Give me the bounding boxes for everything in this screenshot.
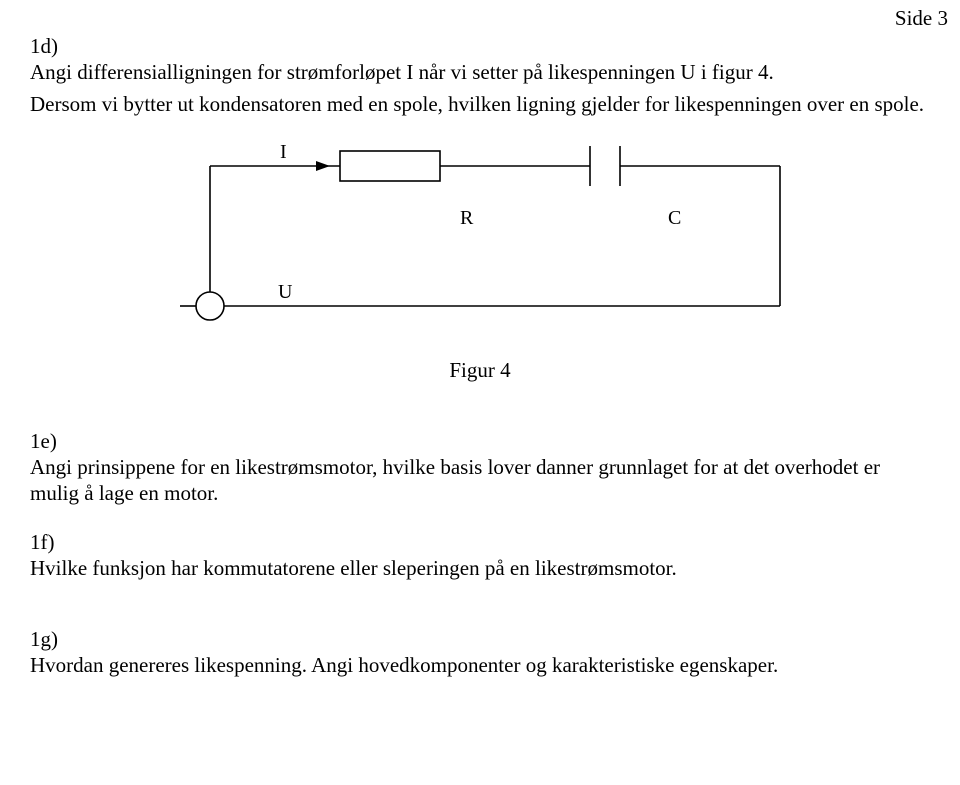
q1d-text-2: Dersom vi bytter ut kondensatoren med en… [30,91,930,117]
svg-text:U: U [278,281,293,303]
q1g-text: Hvordan genereres likespenning. Angi hov… [30,652,930,678]
q1f-text: Hvilke funksjon har kommutatorene eller … [30,555,930,581]
circuit-diagram: I U R C [160,136,800,336]
page: Side 3 1d) Angi differensialligningen fo… [0,0,960,785]
q1e-block: 1e) Angi prinsippene for en likestrømsmo… [30,429,950,507]
q1e-text: Angi prinsippene for en likestrømsmotor,… [30,454,930,507]
svg-text:C: C [668,207,681,229]
svg-text:R: R [460,207,474,229]
q1f-block: 1f) Hvilke funksjon har kommutatorene el… [30,530,950,581]
q1f-label: 1f) [30,530,950,555]
q1g-block: 1g) Hvordan genereres likespenning. Angi… [30,627,950,678]
q1d-text-1: Angi differensialligningen for strømforl… [30,59,930,85]
figure-4-caption: Figur 4 [30,358,930,383]
q1d-label: 1d) [30,34,950,59]
q1e-label: 1e) [30,429,950,454]
figure-4: I U R C Figur 4 [30,136,930,383]
page-number: Side 3 [895,6,948,31]
q1g-label: 1g) [30,627,950,652]
svg-text:I: I [280,141,287,163]
